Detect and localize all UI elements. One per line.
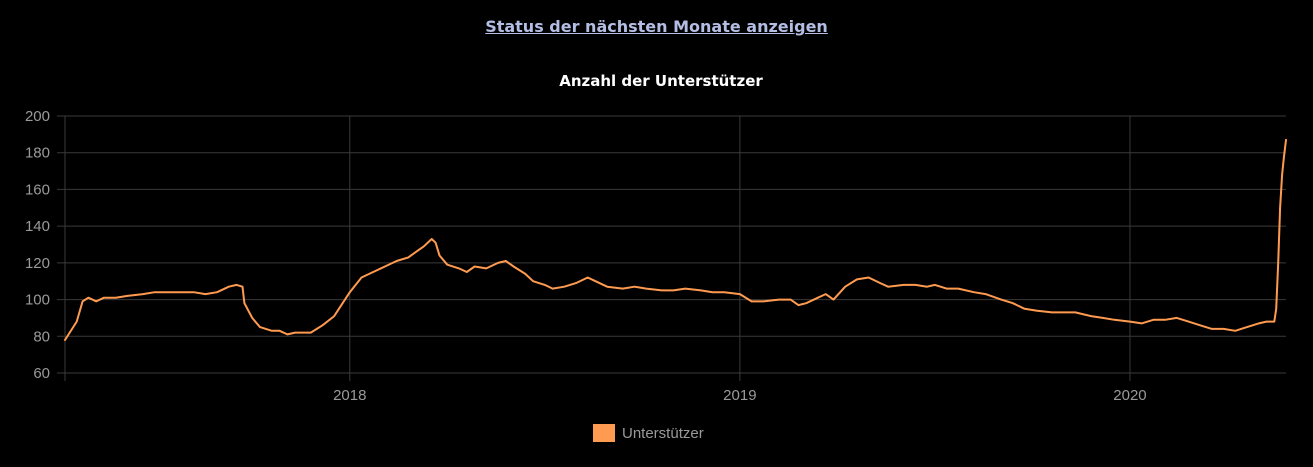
- chart-grid: [57, 115, 1286, 381]
- y-axis: 60 80 100 120 140 160 180 200: [25, 108, 50, 382]
- legend-label[interactable]: Unterstützer: [622, 425, 704, 442]
- y-tick-label-100: 100: [25, 292, 50, 309]
- y-tick-label-120: 120: [25, 255, 50, 272]
- series-layer: [64, 138, 1287, 341]
- chart-title: Anzahl der Unterstützer: [559, 72, 763, 90]
- x-axis: 2018 2019 2020: [333, 387, 1147, 404]
- y-tick-label-160: 160: [25, 181, 50, 198]
- x-tick-label-2019: 2019: [723, 387, 756, 404]
- show-next-months-link[interactable]: Status der nächsten Monate anzeigen: [485, 17, 828, 36]
- y-tick-label-80: 80: [33, 328, 50, 345]
- legend[interactable]: Unterstützer: [593, 424, 704, 442]
- series-line-0[interactable]: [64, 138, 1287, 341]
- y-tick-label-200: 200: [25, 108, 50, 125]
- y-tick-label-180: 180: [25, 145, 50, 162]
- y-tick-label-60: 60: [33, 365, 50, 382]
- x-tick-label-2018: 2018: [333, 387, 366, 404]
- legend-swatch[interactable]: [593, 424, 615, 442]
- x-tick-label-2020: 2020: [1113, 387, 1146, 404]
- y-tick-label-140: 140: [25, 218, 50, 235]
